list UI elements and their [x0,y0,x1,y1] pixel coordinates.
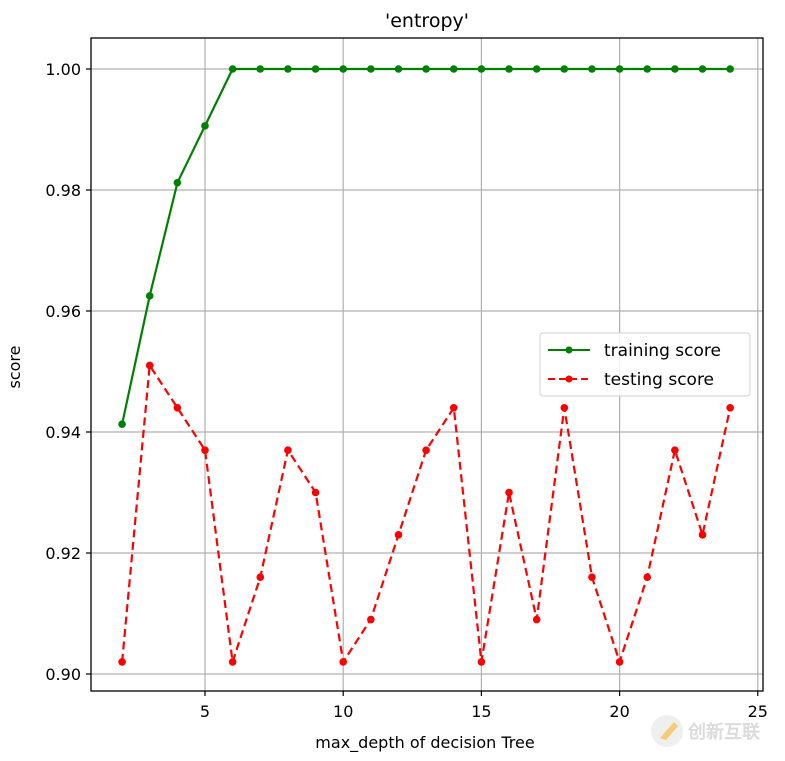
y-tick-label: 0.98 [45,181,81,200]
data-point-marker [505,65,513,73]
series-testing-score [118,361,734,666]
data-point-marker [145,292,154,300]
y-tick-label: 0.90 [45,665,81,684]
data-point-marker [588,573,596,581]
data-point-marker [422,65,430,73]
y-axis-label: score [5,346,24,389]
data-point-marker [228,658,237,666]
data-point-marker [173,404,182,412]
data-point-marker [477,65,486,73]
data-point-marker [311,65,320,73]
legend: training score testing score [539,332,751,397]
legend-item-testing: testing score [548,370,714,390]
data-point-marker [367,65,375,73]
data-point-marker [311,488,320,497]
data-point-marker [560,404,569,412]
legend-training-label: training score [604,341,721,361]
legend-item-training: training score [548,341,721,361]
y-tick-label: 0.94 [45,423,81,442]
data-point-marker [532,615,541,624]
x-tick-label: 15 [471,702,491,721]
data-point-marker [201,446,209,454]
legend-training-marker-icon [565,346,573,354]
data-point-marker [615,658,624,666]
data-point-marker [339,658,348,666]
data-point-marker [449,404,458,412]
data-point-marker [145,361,154,370]
x-tick-label: 5 [200,702,210,721]
data-point-marker [201,122,209,130]
data-point-marker [726,65,734,73]
data-point-marker [643,573,652,581]
chart-title: 'entropy' [385,10,469,32]
watermark: 创新互联 [651,715,760,747]
data-point-marker [284,65,292,73]
data-point-marker [698,65,707,73]
plot-frame [90,37,764,692]
y-axis-ticks: 0.90 0.92 0.94 0.96 0.98 1.00 [45,60,91,684]
data-point-marker [256,573,265,581]
watermark-logo-mark-icon [660,722,678,740]
data-point-marker [532,65,541,73]
data-point-marker [477,658,486,666]
data-point-marker [422,446,430,454]
legend-testing-label: testing score [604,370,714,390]
x-axis-ticks: 5 10 15 20 25 [200,691,768,721]
legend-testing-marker-icon [565,375,573,383]
data-point-marker [394,65,403,73]
data-point-marker [118,658,126,666]
data-point-marker [615,65,624,73]
y-tick-label: 0.92 [45,544,81,563]
data-point-marker [118,420,126,428]
data-point-marker [671,446,679,454]
data-point-marker [588,65,596,73]
series-training-score [118,65,734,428]
data-point-marker [339,65,348,73]
data-point-marker [698,531,707,539]
data-point-marker [726,404,734,412]
data-point-marker [671,65,679,73]
series-line [121,364,732,664]
data-series [118,65,734,666]
data-point-marker [560,65,569,73]
data-point-marker [394,531,403,539]
data-point-marker [367,615,375,624]
data-point-marker [643,65,652,73]
x-tick-label: 10 [333,702,353,721]
x-axis-label: max_depth of decision Tree [315,733,534,753]
data-point-marker [228,65,237,73]
data-point-marker [256,65,265,73]
data-point-marker [173,178,182,187]
data-point-marker [505,488,513,497]
y-tick-label: 0.96 [45,302,81,321]
data-point-marker [449,65,458,73]
watermark-text: 创新互联 [687,721,760,743]
x-tick-label: 25 [748,702,768,721]
data-point-marker [284,446,292,454]
grid-lines [91,38,763,691]
y-tick-label: 1.00 [45,60,81,79]
x-tick-label: 20 [609,702,629,721]
legend-box [539,332,751,397]
